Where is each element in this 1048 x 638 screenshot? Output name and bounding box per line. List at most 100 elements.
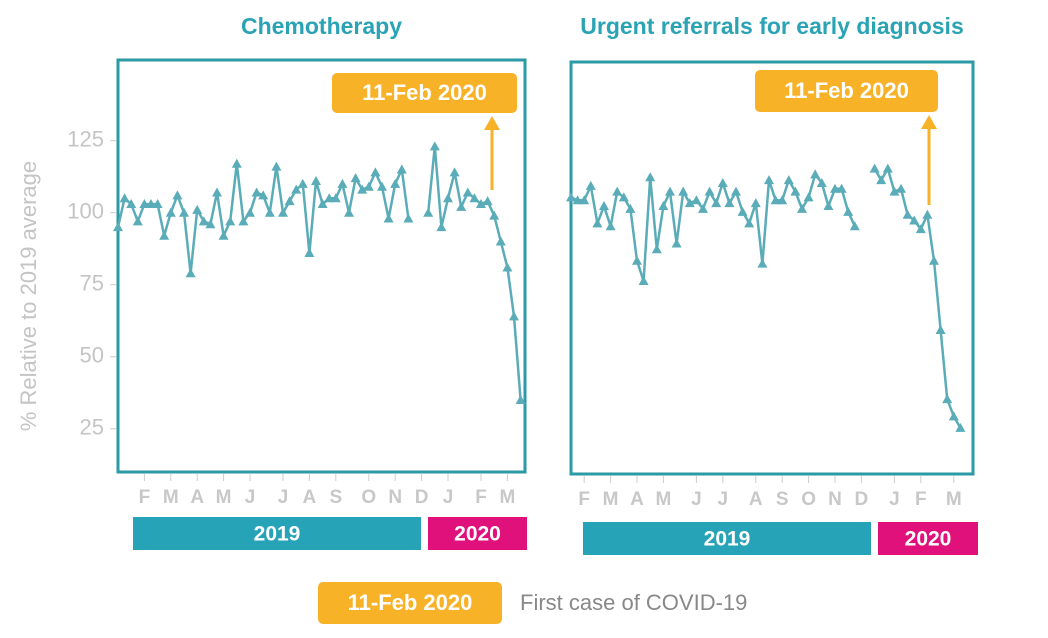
data-point — [757, 258, 768, 268]
data-point — [304, 248, 315, 258]
data-point — [429, 141, 440, 151]
data-point — [678, 186, 689, 196]
data-point — [113, 222, 123, 232]
data-point — [370, 167, 381, 177]
data-point — [566, 192, 576, 202]
year-label: 2020 — [905, 528, 952, 551]
x-tick-label: D — [855, 489, 869, 510]
x-tick-label: F — [475, 487, 487, 508]
x-tick-label: J — [245, 487, 256, 508]
year-label: 2019 — [254, 523, 301, 546]
y-axis-label: % Relative to 2019 average — [16, 161, 41, 431]
data-point — [704, 186, 715, 196]
annotation-box — [755, 70, 938, 112]
data-point — [684, 198, 695, 208]
event-arrowhead — [921, 115, 937, 129]
x-tick-label: N — [828, 489, 842, 510]
data-point — [830, 183, 840, 193]
year-bar — [133, 517, 421, 550]
data-point — [790, 186, 801, 196]
data-point — [231, 158, 242, 168]
data-point — [882, 163, 893, 173]
data-point — [638, 275, 649, 285]
data-point — [909, 215, 920, 225]
x-tick-label: S — [329, 487, 342, 508]
data-point — [390, 178, 401, 188]
x-tick-label: N — [388, 487, 402, 508]
data-point — [198, 216, 209, 226]
data-point — [599, 201, 609, 211]
data-point — [783, 175, 794, 185]
data-point — [377, 181, 387, 191]
year-bar — [878, 522, 978, 555]
y-tick-label: 100 — [67, 199, 104, 224]
data-point — [922, 209, 933, 219]
annotation: 11-Feb 2020 — [784, 78, 909, 103]
data-point — [284, 196, 295, 206]
data-point — [462, 187, 473, 197]
x-tick-label: F — [578, 489, 590, 510]
data-point — [665, 186, 675, 196]
data-point — [383, 213, 394, 223]
data-point — [737, 206, 748, 216]
data-point — [618, 192, 629, 202]
data-point — [658, 201, 669, 211]
x-tick-label: A — [190, 487, 204, 508]
data-point — [251, 187, 262, 197]
data-point — [651, 244, 662, 254]
year-bar — [583, 522, 871, 555]
data-point — [245, 207, 255, 217]
data-point — [869, 163, 880, 173]
data-point — [502, 262, 513, 272]
data-point — [777, 195, 788, 205]
data-point — [297, 178, 308, 188]
data-point — [152, 199, 163, 209]
data-point — [357, 184, 368, 194]
data-point — [126, 199, 137, 209]
data-point — [625, 203, 636, 213]
data-point — [750, 198, 761, 208]
data-point — [889, 186, 900, 196]
y-tick-label: 25 — [80, 415, 104, 440]
data-point — [810, 169, 821, 179]
x-tick-label: J — [889, 489, 900, 510]
x-tick-label: M — [499, 487, 515, 508]
x-tick-label: M — [216, 487, 232, 508]
data-point — [443, 193, 453, 203]
data-point — [849, 221, 860, 231]
chart-title: Urgent referrals for early diagnosis — [580, 13, 963, 39]
x-tick-label: O — [801, 489, 816, 510]
data-point — [592, 218, 603, 228]
data-point — [955, 422, 966, 432]
data-point — [423, 207, 434, 217]
data-point — [572, 195, 583, 205]
data-point — [436, 222, 447, 232]
data-point — [192, 204, 203, 214]
data-point — [119, 193, 130, 203]
data-point — [632, 255, 642, 265]
x-tick-label: M — [655, 489, 671, 510]
data-point — [139, 199, 150, 209]
plot-frame — [569, 60, 975, 476]
x-tick-label: A — [630, 489, 644, 510]
data-point — [212, 187, 222, 197]
data-point — [179, 207, 189, 217]
data-point — [218, 230, 229, 240]
data-point — [344, 207, 354, 217]
data-point — [803, 192, 814, 202]
data-point — [935, 324, 946, 334]
data-point — [797, 203, 807, 213]
data-point — [278, 207, 288, 217]
year-label: 2019 — [704, 528, 751, 551]
data-point — [876, 175, 887, 185]
data-point — [691, 195, 702, 205]
legend-swatch — [318, 582, 502, 624]
data-point — [770, 195, 781, 205]
annotation: 11-Feb 2020 — [362, 80, 487, 105]
data-point — [132, 216, 143, 226]
data-point — [146, 199, 156, 209]
x-tick-label: F — [915, 489, 927, 510]
data-point — [337, 178, 348, 188]
data-point — [645, 172, 656, 182]
